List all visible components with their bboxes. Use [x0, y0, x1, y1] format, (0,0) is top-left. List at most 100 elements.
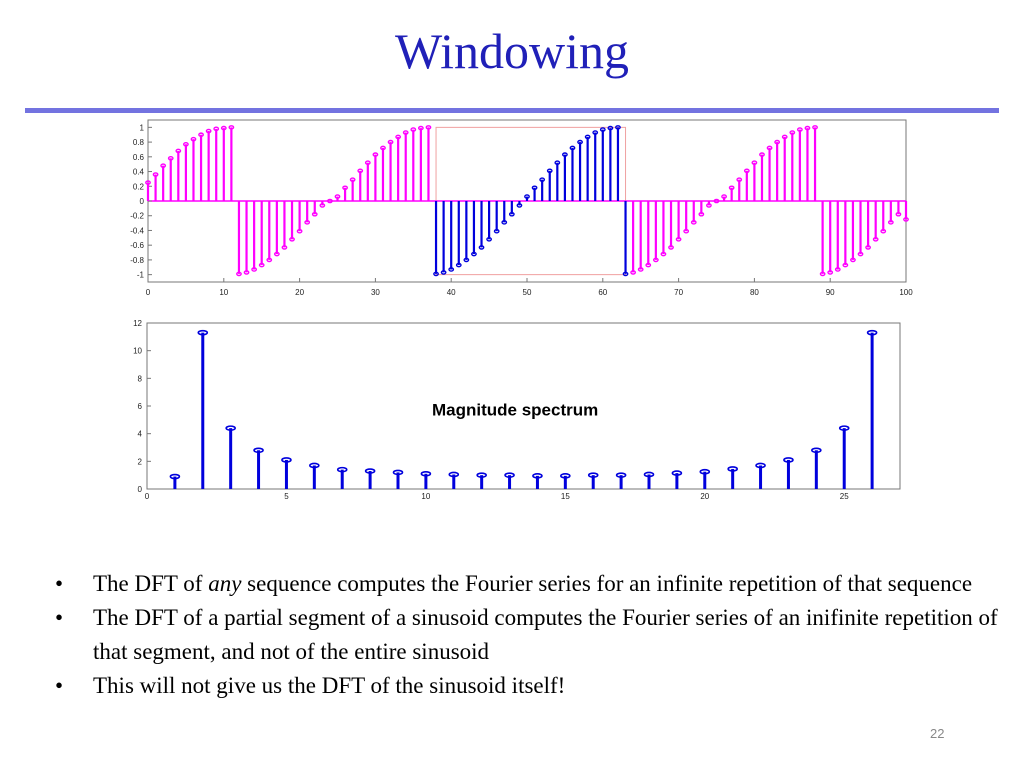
- stem-marker: [486, 236, 492, 242]
- stem-marker: [804, 125, 811, 131]
- stem-marker: [387, 139, 394, 145]
- page-number: 22: [930, 726, 945, 741]
- stem-marker: [266, 257, 273, 263]
- bullet-marker: •: [55, 605, 64, 630]
- x-tick-label: 90: [826, 288, 835, 297]
- bullet-marker: •: [55, 673, 64, 698]
- stem-marker: [357, 168, 364, 174]
- stem-marker: [319, 203, 326, 208]
- stem-marker: [349, 177, 356, 182]
- y-tick-label: 10: [133, 347, 142, 356]
- x-tick-label: 30: [371, 288, 380, 297]
- x-tick-label: 20: [295, 288, 304, 297]
- stem-marker: [364, 468, 376, 474]
- stem-marker: [392, 469, 404, 476]
- stem-marker: [160, 163, 167, 168]
- stem-marker: [728, 185, 735, 191]
- stem-marker: [721, 194, 727, 199]
- stem-marker: [504, 472, 515, 478]
- stem-marker: [417, 125, 424, 131]
- y-tick-label: 0.4: [133, 168, 145, 177]
- y-tick-label: 8: [138, 374, 143, 383]
- stem-marker: [213, 126, 220, 132]
- bullet-text: sequence computes the Fourier series for…: [241, 571, 973, 596]
- bullet-list: • The DFT of any sequence computes the F…: [55, 567, 1005, 703]
- stem-marker: [251, 267, 258, 272]
- stem-marker: [872, 236, 879, 242]
- stem-marker: [273, 251, 280, 257]
- title-underline: [25, 108, 999, 113]
- stem-marker: [281, 457, 292, 463]
- bullet-item: • The DFT of any sequence computes the F…: [55, 567, 1005, 601]
- stem-marker: [190, 136, 197, 142]
- stem-marker: [699, 468, 711, 475]
- stem-marker: [440, 270, 447, 275]
- bullet-text: The DFT of: [93, 571, 209, 596]
- x-tick-label: 10: [219, 288, 228, 297]
- x-tick-label: 0: [146, 288, 151, 297]
- x-tick-label: 15: [561, 492, 570, 500]
- stem-marker: [645, 262, 652, 268]
- stem-marker: [167, 155, 174, 161]
- stem-marker: [532, 473, 543, 479]
- bullet-item: • The DFT of a partial segment of a sinu…: [55, 601, 1005, 669]
- bullet-text: This will not give us the DFT of the sin…: [93, 673, 566, 698]
- stem-marker: [372, 152, 379, 157]
- x-tick-label: 50: [523, 288, 532, 297]
- stem-marker: [531, 185, 538, 191]
- stem-marker: [205, 128, 212, 134]
- stem-marker: [751, 160, 758, 166]
- y-tick-label: -0.6: [130, 241, 144, 250]
- y-tick-label: 1: [140, 123, 145, 132]
- y-tick-label: -1: [137, 271, 145, 280]
- x-tick-label: 80: [750, 288, 759, 297]
- stem-marker: [850, 257, 856, 263]
- stem-marker: [903, 217, 909, 222]
- stem-marker: [402, 130, 409, 135]
- stem-marker: [812, 125, 818, 130]
- y-tick-label: 6: [138, 402, 143, 411]
- stem-marker: [713, 198, 720, 204]
- stem-marker: [838, 425, 850, 431]
- y-tick-label: 4: [138, 430, 143, 439]
- stem-marker: [592, 130, 599, 135]
- x-tick-label: 70: [674, 288, 683, 297]
- y-tick-label: 0.2: [133, 182, 145, 191]
- stem-marker: [145, 180, 151, 185]
- stem-marker: [281, 245, 288, 250]
- stem-marker: [501, 220, 508, 225]
- stem-marker: [197, 329, 209, 336]
- stem-marker: [311, 211, 318, 217]
- y-tick-label: -0.4: [130, 226, 144, 235]
- stem-marker: [258, 262, 265, 268]
- stem-marker: [827, 270, 834, 275]
- stem-marker: [887, 220, 894, 225]
- stem-marker: [455, 262, 462, 268]
- stem-marker: [698, 211, 705, 217]
- stem-marker: [448, 267, 455, 272]
- stem-marker: [304, 220, 311, 225]
- stem-marker: [865, 245, 871, 250]
- stem-marker: [706, 203, 712, 208]
- stem-marker: [561, 152, 568, 157]
- y-tick-label: 0.8: [133, 138, 145, 147]
- y-tick-label: 0: [138, 485, 143, 494]
- stem-marker: [607, 125, 614, 131]
- stem-marker: [476, 472, 487, 478]
- stem-marker: [342, 185, 348, 191]
- stem-marker: [243, 270, 250, 275]
- stem-marker: [774, 139, 781, 145]
- stem-marker: [236, 271, 242, 277]
- bullet-text: The DFT of a partial segment of a sinuso…: [93, 605, 998, 664]
- stem-marker: [755, 462, 766, 469]
- stem-marker: [569, 145, 576, 151]
- stem-marker: [448, 471, 460, 478]
- stem-marker: [668, 245, 674, 250]
- magnitude-spectrum-stem-plot: 0 2 4 6 8 10 12 0 5 10 15 20 25 Magnitude spectrum: [133, 319, 901, 500]
- stem-marker: [334, 194, 341, 199]
- stem-marker: [463, 257, 470, 263]
- stem-marker: [289, 236, 295, 242]
- x-tick-label: 20: [700, 492, 709, 500]
- stem-marker: [228, 125, 235, 130]
- stem-marker: [152, 172, 159, 177]
